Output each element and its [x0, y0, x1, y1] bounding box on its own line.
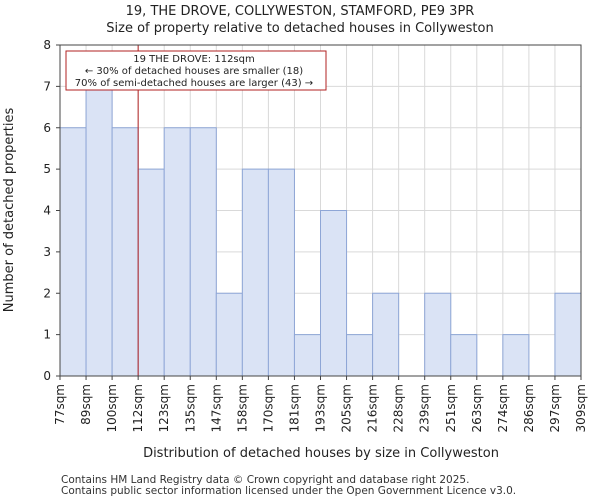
bar-205sqm — [346, 334, 374, 377]
y-tick-label: 1 — [43, 328, 51, 342]
x-tick-label: 89sqm — [79, 384, 93, 425]
bar-135sqm — [189, 127, 217, 377]
chart-title-line-1: 19, THE DROVE, COLLYWESTON, STAMFORD, PE… — [126, 4, 475, 19]
bar-123sqm — [163, 127, 191, 377]
bar-251sqm — [450, 334, 478, 377]
y-tick-label: 7 — [43, 79, 51, 93]
x-tick-label: 309sqm — [574, 384, 588, 432]
x-tick-label: 239sqm — [418, 384, 432, 432]
bar-100sqm — [111, 127, 139, 377]
x-tick-label: 158sqm — [235, 384, 249, 432]
bar-297sqm — [554, 292, 582, 377]
x-axis-label: Distribution of detached houses by size … — [143, 446, 499, 461]
annotation-line-3: 70% of semi-detached houses are larger (… — [75, 78, 313, 89]
x-tick-label: 274sqm — [496, 384, 510, 432]
y-tick-labels: 0 1 2 3 4 5 6 7 8 — [43, 38, 60, 383]
footer-line-2: Contains public sector information licen… — [61, 485, 517, 497]
chart-title-line-2: Size of property relative to detached ho… — [106, 21, 493, 36]
y-tick-label: 3 — [43, 245, 51, 259]
x-tick-label: 216sqm — [366, 384, 380, 432]
y-tick-label: 4 — [43, 204, 51, 218]
bar-158sqm — [241, 168, 269, 377]
x-tick-label: 147sqm — [209, 384, 223, 432]
annotation-frame — [65, 50, 327, 91]
bar-216sqm — [372, 292, 400, 377]
x-tick-label: 205sqm — [340, 384, 354, 432]
x-tick-label: 286sqm — [522, 384, 536, 432]
bar-193sqm — [320, 210, 348, 377]
annotation-line-1: 19 THE DROVE: 112sqm — [133, 54, 254, 65]
bars — [59, 85, 582, 377]
bar-181sqm — [293, 334, 322, 377]
x-tick-label: 100sqm — [105, 384, 119, 432]
x-tick-labels: 77sqm 89sqm 100sqm 112sqm 123sqm 135sqm 147sqm… — [53, 376, 588, 432]
y-tick-label: 2 — [43, 286, 51, 300]
x-tick-label: 297sqm — [548, 384, 562, 432]
x-tick-label: 193sqm — [314, 384, 328, 432]
bar-239sqm — [424, 292, 452, 377]
y-tick-label: 8 — [43, 38, 51, 52]
bar-89sqm — [85, 85, 113, 377]
x-tick-label: 251sqm — [444, 384, 458, 432]
bar-147sqm — [215, 292, 243, 377]
bar-112sqm — [137, 168, 165, 377]
annotation-line-2: ← 30% of detached houses are smaller (18… — [85, 66, 303, 77]
bar-274sqm — [502, 334, 530, 377]
y-axis-label: Number of detached properties — [2, 108, 17, 313]
x-tick-label: 263sqm — [470, 384, 484, 432]
y-tick-label: 6 — [43, 121, 51, 135]
x-tick-label: 228sqm — [392, 384, 406, 432]
x-tick-label: 135sqm — [183, 384, 197, 432]
x-tick-label: 181sqm — [287, 384, 301, 432]
annotation-box: 19 THE DROVE: 112sqm ← 30% of detached h… — [65, 50, 327, 91]
y-tick-label: 5 — [43, 162, 51, 176]
x-tick-label: 123sqm — [157, 384, 171, 432]
footer-line-1: Contains HM Land Registry data © Crown c… — [61, 474, 470, 486]
y-tick-label: 0 — [43, 369, 51, 383]
x-tick-label: 77sqm — [53, 384, 67, 425]
histogram-chart: 19, THE DROVE, COLLYWESTON, STAMFORD, PE… — [2, 4, 588, 461]
bar-77sqm — [59, 127, 87, 377]
x-tick-label: 170sqm — [261, 384, 275, 432]
bar-170sqm — [267, 168, 295, 377]
x-tick-label: 112sqm — [131, 384, 145, 432]
